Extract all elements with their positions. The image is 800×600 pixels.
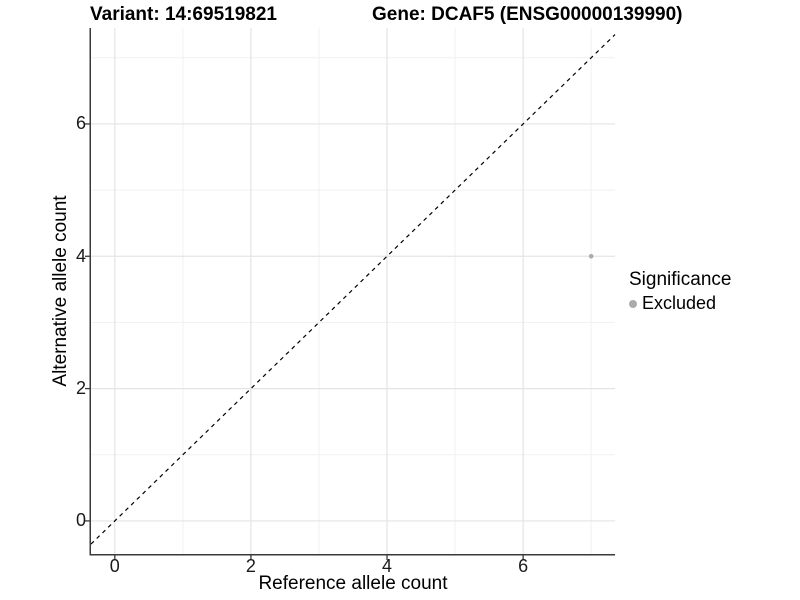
y-tick-label: 2 (75, 378, 86, 399)
y-tick-label: 4 (75, 245, 86, 266)
x-tick-label: 0 (109, 556, 120, 576)
legend: Significance Excluded (629, 268, 731, 314)
y-tick-label: 0 (75, 510, 86, 531)
plot-title-gene: Gene: DCAF5 (ENSG00000139990) (372, 4, 683, 25)
y-axis-label: Alternative allele count (50, 195, 71, 387)
legend-item: Excluded (629, 293, 731, 314)
y-tick-label: 6 (75, 113, 86, 134)
legend-item-label: Excluded (642, 293, 717, 313)
x-tick-label: 6 (518, 556, 529, 576)
plot-title-variant: Variant: 14:69519821 (90, 4, 277, 25)
identity-line (90, 34, 616, 545)
plot-panel (91, 28, 615, 554)
data-point (588, 253, 594, 259)
legend-title: Significance (629, 269, 732, 290)
x-tick-label: 4 (382, 556, 393, 576)
legend-key-dot-icon (629, 299, 637, 308)
legend-items: Excluded (629, 293, 731, 314)
x-axis-label: Reference allele count (258, 573, 448, 594)
x-tick-label: 2 (245, 556, 256, 576)
